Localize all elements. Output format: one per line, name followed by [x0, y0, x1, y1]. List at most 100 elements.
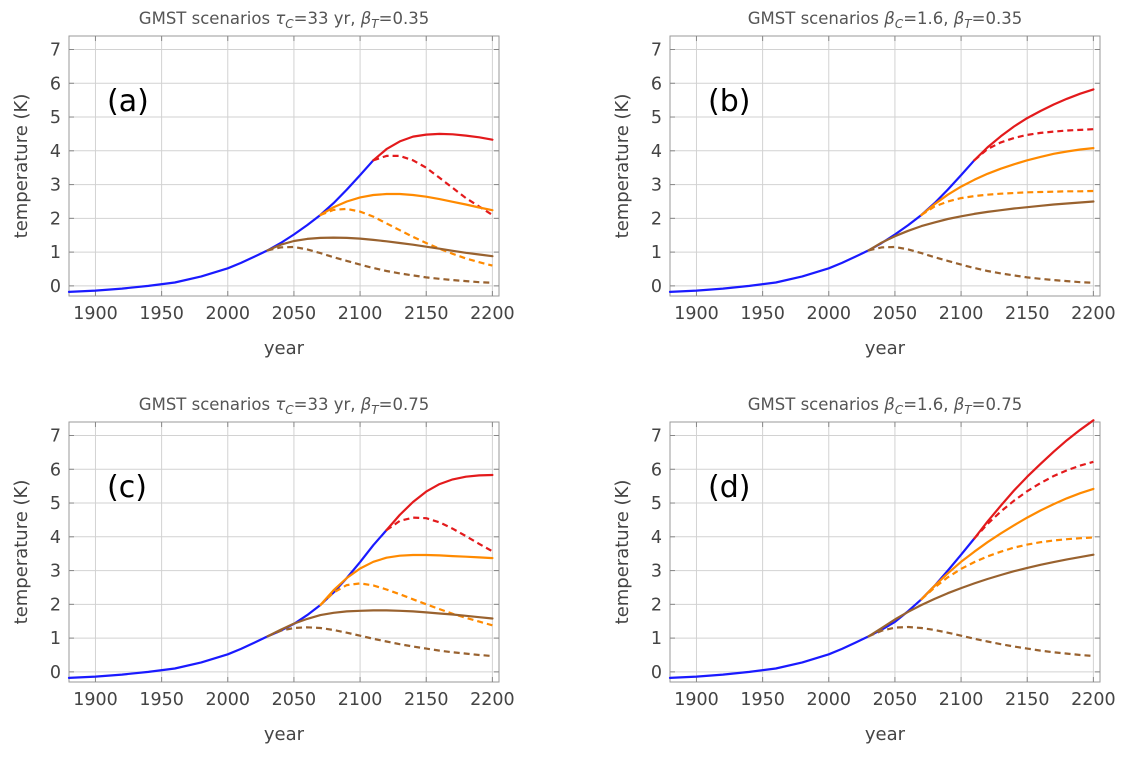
y-tick-label: 0: [50, 277, 61, 297]
orange-solid-line: [920, 147, 1095, 217]
title-symbol: β: [953, 395, 965, 414]
title-symbol: β: [953, 9, 965, 28]
orange-dashed-line: [920, 536, 1094, 601]
y-tick-label: 2: [50, 209, 61, 229]
panel-title: GMST scenarios τC=33 yr, βT=0.35: [139, 9, 429, 31]
title-text: GMST scenarios: [139, 395, 276, 414]
x-tick-label: 2050: [272, 304, 317, 324]
x-tick-label: 1950: [139, 304, 184, 324]
title-subscript: C: [895, 17, 904, 31]
panel-title: GMST scenarios βC=1.6, βT=0.75: [748, 395, 1022, 417]
gridlines: [670, 36, 1100, 296]
x-tick-label: 2200: [1071, 304, 1116, 324]
y-tick-label: 5: [651, 494, 662, 514]
x-tick-label: 1950: [740, 304, 785, 324]
x-tick-label: 1950: [139, 690, 184, 710]
title-text: =0.35: [379, 9, 430, 28]
title-text: GMST scenarios: [748, 9, 885, 28]
y-axis-label: temperature (K): [612, 480, 633, 625]
x-tick-label: 1900: [674, 304, 719, 324]
x-tick-label: 1900: [73, 304, 118, 324]
x-tick-label: 2050: [873, 690, 918, 710]
y-tick-label: 0: [50, 663, 61, 683]
brown-dashed-line: [868, 245, 1094, 284]
y-tick-label: 6: [651, 460, 662, 480]
x-tick-label: 2100: [939, 304, 984, 324]
panel-d: 1900 1950 2000 2050 2100 2150 2200 0 1 2 3 4 5 6 7 (d) G…: [612, 395, 1116, 745]
x-tick-label: 2000: [806, 690, 851, 710]
brown-solid-line: [266, 236, 494, 258]
panel-title: GMST scenarios βC=1.6, βT=0.35: [748, 9, 1022, 31]
y-tick-label: 7: [651, 41, 662, 61]
title-subscript: C: [285, 17, 294, 31]
panel-label: (d): [708, 470, 750, 505]
title-symbol: τ: [275, 9, 285, 28]
x-axis-label: year: [865, 338, 906, 359]
x-axis-label: year: [264, 338, 305, 359]
x-tick-label: 2000: [806, 304, 851, 324]
y-tick-label: 3: [50, 176, 61, 196]
title-subscript: T: [371, 17, 380, 31]
x-tick-label: 2000: [205, 690, 250, 710]
y-tick-label: 3: [651, 562, 662, 582]
title-text: GMST scenarios: [139, 9, 276, 28]
x-axis-label: year: [865, 724, 906, 745]
title-text: =1.6,: [903, 395, 954, 414]
ticks: 1900 1950 2000 2050 2100 2150 2200 0 1 2 3 4 5 6 7: [50, 422, 515, 710]
y-tick-label: 2: [50, 595, 61, 615]
y-tick-label: 7: [651, 427, 662, 447]
x-tick-label: 2200: [470, 690, 515, 710]
y-tick-label: 1: [651, 243, 662, 263]
y-tick-label: 1: [651, 629, 662, 649]
x-tick-label: 2150: [1005, 304, 1050, 324]
title-text: =1.6,: [903, 9, 954, 28]
ticks: 1900 1950 2000 2050 2100 2150 2200 0 1 2 3 4 5 6 7: [50, 36, 515, 324]
red-solid-line: [973, 419, 1095, 540]
panel-b: 1900 1950 2000 2050 2100 2150 2200 0 1 2 3 4 5 6 7 (b) G…: [612, 9, 1116, 359]
orange-dashed-line: [320, 207, 493, 267]
history-solid-line: [668, 159, 976, 293]
series-group: [668, 88, 1095, 293]
red-dashed-line: [372, 154, 493, 216]
title-symbol: β: [883, 9, 895, 28]
brown-solid-line: [266, 609, 494, 638]
title-symbol: β: [360, 395, 372, 414]
red-dashed-line: [973, 460, 1094, 540]
series-group: [668, 419, 1095, 680]
panel-c: 1900 1950 2000 2050 2100 2150 2200 0 1 2 3 4 5 6 7 (c) G…: [11, 395, 515, 745]
gridlines: [69, 422, 499, 682]
x-tick-label: 2150: [404, 304, 449, 324]
title-text: GMST scenarios: [748, 395, 885, 414]
brown-dashed-line: [267, 245, 493, 284]
y-tick-label: 1: [50, 629, 61, 649]
x-tick-label: 2100: [338, 690, 383, 710]
orange-solid-line: [319, 192, 494, 217]
plot-frame: [68, 35, 500, 297]
title-text: =0.75: [379, 395, 430, 414]
red-solid-line: [973, 88, 1095, 162]
title-subscript: T: [964, 403, 973, 417]
panel-a: 1900 1950 2000 2050 2100 2150 2200 0 1 2 3 4 5 6 7 (a) G…: [11, 9, 515, 359]
brown-dashed-line: [868, 625, 1094, 658]
title-symbol: β: [360, 9, 372, 28]
panel-label: (a): [107, 84, 149, 119]
gridlines: [69, 36, 499, 296]
y-tick-label: 5: [50, 108, 61, 128]
ticks: 1900 1950 2000 2050 2100 2150 2200 0 1 2 3 4 5 6 7: [651, 422, 1116, 710]
title-subscript: C: [895, 403, 904, 417]
red-solid-line: [385, 473, 494, 532]
title-symbol: τ: [275, 395, 285, 414]
history-solid-line: [67, 159, 375, 293]
x-tick-label: 1900: [674, 690, 719, 710]
panel-title: GMST scenarios τC=33 yr, βT=0.75: [139, 395, 429, 417]
ticks: 1900 1950 2000 2050 2100 2150 2200 0 1 2 3 4 5 6 7: [651, 36, 1116, 324]
title-subscript: T: [371, 403, 380, 417]
brown-solid-line: [867, 200, 1095, 252]
y-tick-label: 4: [50, 142, 61, 162]
orange-solid-line: [319, 553, 494, 607]
x-tick-label: 2150: [1005, 690, 1050, 710]
x-axis-label: year: [264, 724, 305, 745]
title-text: =33 yr,: [294, 9, 361, 28]
red-solid-line: [372, 132, 494, 162]
